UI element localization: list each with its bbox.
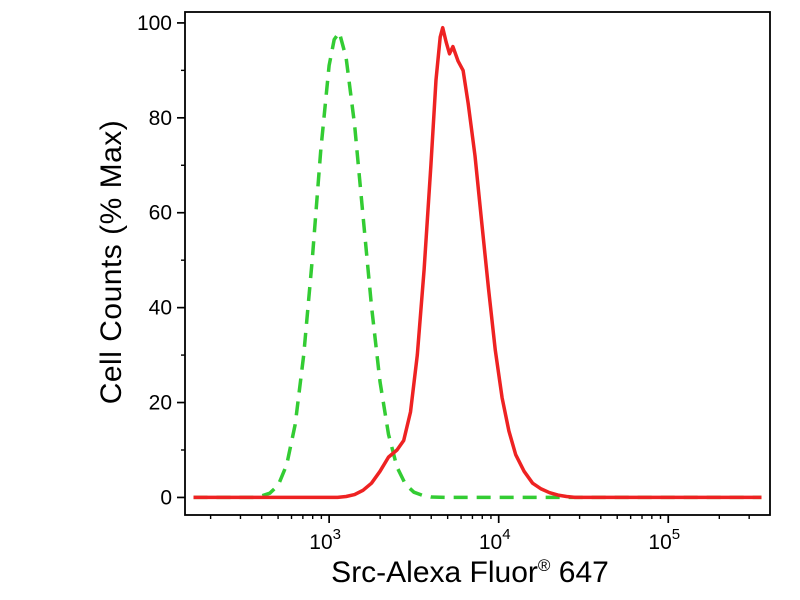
y-tick-label: 60 [149,202,172,225]
x-axis-label-tail: 647 [550,556,609,589]
x-axis-label: Src-Alexa Fluor® 647 [331,556,609,590]
x-tick-label: 105 [648,526,680,554]
plot-frame [184,11,771,516]
y-tick-label: 20 [149,392,172,415]
x-tick-label: 104 [479,526,511,554]
y-axis-label: Cell Counts (% Max) [95,119,128,405]
y-tick-label: 0 [160,486,172,509]
series-red-solid [193,25,762,500]
x-axis-label-main: Src-Alexa Fluor [331,556,538,589]
series-green-dashed [193,30,762,500]
y-tick-label: 100 [137,12,172,35]
registered-trademark-symbol: ® [537,556,551,575]
x-tick-label: 103 [309,526,341,554]
y-tick-label: 40 [149,297,172,320]
y-tick-label: 80 [149,107,172,130]
